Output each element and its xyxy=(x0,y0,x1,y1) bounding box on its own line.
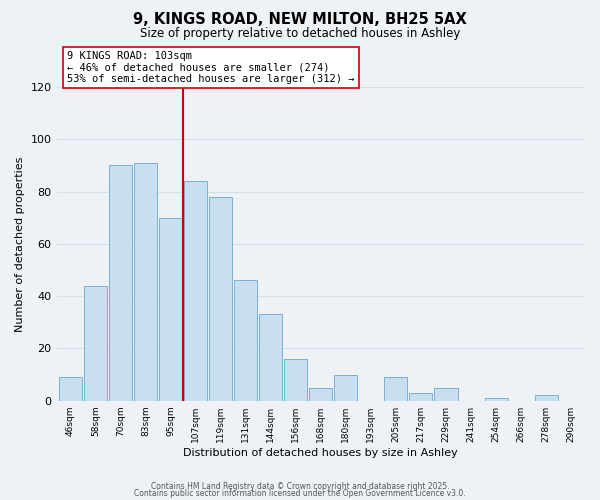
Bar xyxy=(234,280,257,400)
Bar xyxy=(159,218,182,400)
Bar xyxy=(385,377,407,400)
Bar xyxy=(485,398,508,400)
Text: Contains HM Land Registry data © Crown copyright and database right 2025.: Contains HM Land Registry data © Crown c… xyxy=(151,482,449,491)
Bar xyxy=(409,393,433,400)
Y-axis label: Number of detached properties: Number of detached properties xyxy=(15,156,25,332)
Bar xyxy=(259,314,282,400)
Text: 9, KINGS ROAD, NEW MILTON, BH25 5AX: 9, KINGS ROAD, NEW MILTON, BH25 5AX xyxy=(133,12,467,28)
Bar xyxy=(184,181,207,400)
Bar xyxy=(284,359,307,401)
Bar xyxy=(84,286,107,401)
Bar xyxy=(109,166,132,400)
Bar xyxy=(535,396,558,400)
Text: 9 KINGS ROAD: 103sqm
← 46% of detached houses are smaller (274)
53% of semi-deta: 9 KINGS ROAD: 103sqm ← 46% of detached h… xyxy=(67,50,355,84)
Bar xyxy=(209,197,232,400)
Text: Size of property relative to detached houses in Ashley: Size of property relative to detached ho… xyxy=(140,28,460,40)
Bar xyxy=(434,388,458,400)
Bar xyxy=(334,374,358,400)
Bar xyxy=(134,163,157,400)
Text: Contains public sector information licensed under the Open Government Licence v3: Contains public sector information licen… xyxy=(134,490,466,498)
X-axis label: Distribution of detached houses by size in Ashley: Distribution of detached houses by size … xyxy=(184,448,458,458)
Bar xyxy=(309,388,332,400)
Bar xyxy=(59,377,82,400)
